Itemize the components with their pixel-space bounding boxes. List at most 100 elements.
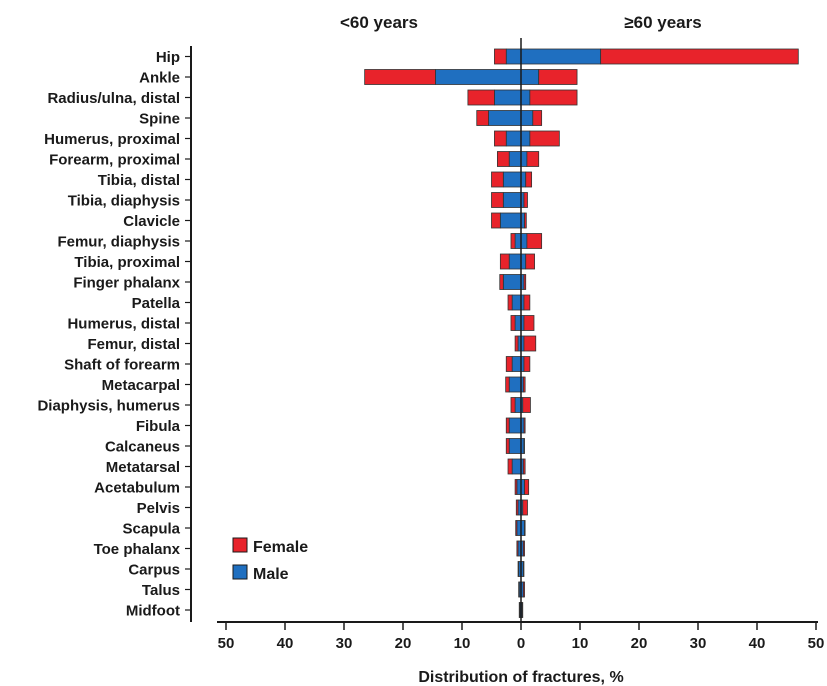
bar-female-over60 — [529, 89, 578, 106]
bar-female-under60 — [516, 540, 519, 557]
bar-female-over60 — [523, 417, 526, 434]
bar-female-over60 — [522, 581, 525, 598]
bar-male-over60 — [520, 151, 528, 167]
legend-male-swatch — [232, 564, 248, 580]
bar-female-over60 — [538, 69, 578, 85]
legend-female-label: Female — [253, 539, 308, 556]
bar-male-under60 — [511, 458, 522, 475]
category-label: Calcaneus — [105, 439, 180, 456]
bar-female-under60 — [507, 458, 513, 475]
bar-female-under60 — [517, 561, 520, 577]
bar-male-under60 — [505, 130, 522, 147]
x-tick-label: 50 — [218, 635, 235, 652]
bar-female-over60 — [524, 212, 527, 229]
category-label: Femur, diaphysis — [57, 234, 180, 251]
category-label: Femur, distal — [87, 336, 180, 353]
x-ticks: 50 40 30 20 10 0 10 20 30 40 50 — [218, 622, 825, 652]
bar-female-over60 — [523, 315, 535, 331]
x-tick-label: 20 — [395, 635, 412, 652]
bar-female-under60 — [364, 69, 436, 85]
bar-female-under60 — [510, 233, 516, 249]
category-labels: Hip Ankle Radius/ulna, distal Spine Humerus,… — [37, 49, 191, 620]
x-axis-title: Distribution of fractures, % — [418, 669, 623, 686]
bar-female-over60 — [522, 499, 528, 516]
bars-layer — [364, 48, 799, 618]
bar-female-under60 — [494, 48, 507, 65]
category-label: Clavicle — [123, 213, 180, 230]
bar-female-under60 — [494, 130, 507, 147]
bar-female-over60 — [526, 151, 540, 167]
bar-female-over60 — [522, 458, 526, 475]
bar-female-over60 — [524, 479, 530, 495]
x-tick-label: 0 — [517, 635, 525, 652]
category-label: Patella — [132, 295, 181, 312]
bar-female-under60 — [476, 110, 489, 126]
bar-female-over60 — [522, 397, 531, 413]
x-tick-label: 40 — [749, 635, 766, 652]
bar-male-under60 — [508, 376, 522, 393]
category-label: Radius/ulna, distal — [47, 90, 180, 107]
bar-female-under60 — [491, 192, 504, 208]
bar-female-over60 — [600, 48, 799, 65]
bar-male-under60 — [502, 274, 522, 290]
bar-female-under60 — [514, 479, 518, 495]
category-label: Fibula — [136, 418, 181, 435]
bar-female-under60 — [467, 89, 495, 106]
x-tick-label: 50 — [808, 635, 825, 652]
bar-male-over60 — [520, 69, 540, 85]
bar-female-under60 — [518, 581, 520, 598]
x-tick-label: 10 — [454, 635, 471, 652]
bar-male-under60 — [488, 110, 522, 126]
bar-male-over60 — [520, 89, 531, 106]
bar-female-over60 — [529, 130, 560, 147]
category-label: Tibia, diaphysis — [68, 193, 180, 210]
bar-male-under60 — [508, 417, 522, 434]
bar-male-under60 — [508, 253, 522, 270]
bar-female-under60 — [491, 171, 504, 188]
bar-female-under60 — [510, 397, 516, 413]
bar-female-under60 — [496, 151, 510, 167]
bar-male-under60 — [511, 356, 522, 372]
bar-female-under60 — [505, 356, 513, 372]
category-label: Humerus, proximal — [44, 131, 180, 148]
bar-male-under60 — [514, 315, 522, 331]
bar-female-over60 — [522, 376, 526, 393]
bar-female-under60 — [505, 438, 510, 454]
bar-female-over60 — [523, 274, 527, 290]
bar-male-over60 — [520, 110, 534, 126]
x-tick-label: 30 — [690, 635, 707, 652]
bar-female-over60 — [525, 253, 535, 270]
bar-male-over60 — [520, 130, 531, 147]
bar-male-under60 — [514, 397, 522, 413]
bar-female-under60 — [507, 294, 513, 311]
bar-male-over60 — [520, 48, 602, 65]
bar-female-over60 — [522, 540, 525, 557]
bar-female-over60 — [524, 520, 526, 536]
category-label: Spine — [139, 111, 180, 128]
category-label: Shaft of forearm — [64, 357, 180, 374]
bar-male-under60 — [511, 294, 522, 311]
category-label: Pelvis — [137, 500, 180, 517]
bar-female-over60 — [523, 356, 531, 372]
category-label: Hip — [156, 49, 180, 66]
left-header: <60 years — [340, 13, 418, 32]
bar-female-over60 — [523, 438, 525, 454]
category-label: Metatarsal — [106, 459, 180, 476]
bar-female-over60 — [526, 233, 543, 249]
category-label: Diaphysis, humerus — [37, 398, 180, 415]
bar-female-under60 — [515, 520, 518, 536]
category-label: Tibia, proximal — [74, 254, 180, 271]
bar-male-over60 — [520, 233, 528, 249]
bar-male-under60 — [499, 212, 522, 229]
x-tick-label: 40 — [277, 635, 294, 652]
bar-male-under60 — [494, 89, 522, 106]
bar-female-under60 — [491, 212, 501, 229]
category-label: Acetabulum — [94, 480, 180, 497]
category-label: Finger phalanx — [73, 275, 180, 292]
category-label: Scapula — [122, 521, 180, 538]
legend: Female Male — [232, 537, 308, 583]
bar-female-under60 — [499, 253, 510, 270]
bar-male-under60 — [514, 233, 522, 249]
bar-female-under60 — [515, 499, 519, 516]
